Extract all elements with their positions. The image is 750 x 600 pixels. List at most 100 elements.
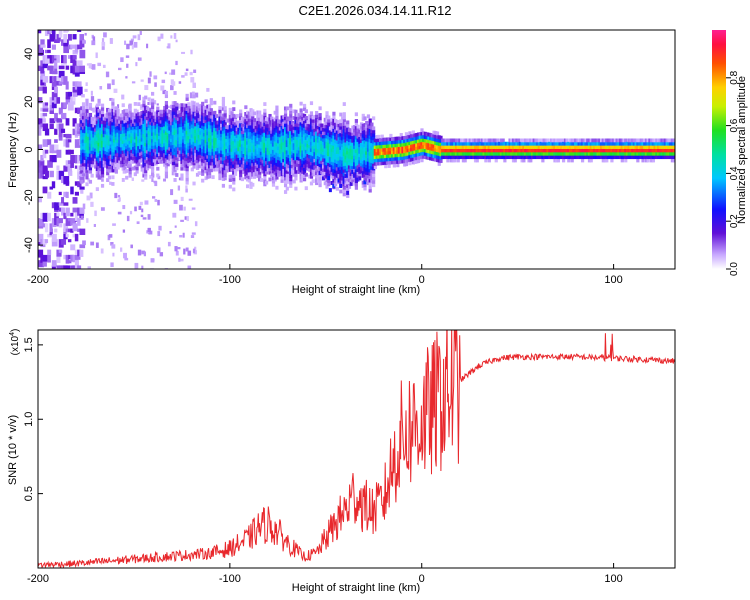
spectrogram-cell [641, 155, 645, 160]
spectrogram-cell [164, 100, 169, 105]
spectrogram-cell [378, 161, 383, 166]
spectrogram-cell [259, 117, 263, 122]
spectrogram-cell [186, 216, 189, 222]
spectrogram-cell [299, 131, 303, 136]
spectrogram-cell [665, 155, 669, 160]
spectrogram-cell [365, 134, 369, 139]
spectrogram-cell [425, 149, 429, 153]
spectrogram-cell [618, 155, 623, 160]
spectrogram-cell [170, 189, 174, 196]
spectrogram-cell [283, 146, 288, 151]
spectrogram-cell [97, 115, 101, 120]
spectrogram-cell [199, 120, 203, 125]
spectrogram-cell [275, 118, 279, 123]
spectrogram-cell [309, 111, 314, 116]
spectrogram-cell [113, 128, 117, 133]
spectrogram-cell [151, 135, 155, 140]
spectrogram-cell [214, 114, 219, 118]
spectrogram-cell [287, 127, 291, 132]
spectrogram-cell [353, 161, 357, 166]
spectrogram-cell [525, 151, 529, 156]
spectrogram-cell [220, 123, 224, 128]
spectrogram-cell [285, 139, 289, 144]
spectrogram-cell [81, 139, 86, 143]
spectrogram-cell [72, 97, 76, 102]
spectrogram-cell [244, 128, 248, 133]
spectrogram-cell [109, 157, 113, 162]
spectrogram-cell [278, 146, 282, 151]
spectrogram-cell [166, 149, 170, 153]
spectrogram-cell [183, 106, 188, 111]
spectrogram-cell [80, 106, 84, 111]
spectrogram-cell [211, 148, 215, 153]
spectrogram-cell [505, 155, 509, 160]
spectrogram-cell [42, 149, 47, 159]
spectrogram-cell [282, 158, 286, 163]
spectrogram-cell [100, 137, 105, 141]
spectrogram-cell [318, 146, 322, 151]
spectrogram-cell [40, 123, 45, 128]
spectrogram-cell [392, 160, 396, 165]
spectrogram-cell [211, 111, 215, 116]
spectrogram-cell [206, 138, 210, 142]
spectrogram-cell [353, 151, 357, 156]
spectrogram-cell [289, 164, 293, 168]
spectrogram-cell [156, 136, 160, 141]
spectrogram-cell [529, 148, 533, 153]
spectrogram-cell [482, 141, 486, 146]
spectrogram-cell [299, 108, 303, 113]
spectrogram-cell [410, 140, 414, 145]
spectrogram-cell [318, 183, 322, 188]
spectrogram-cell [140, 117, 144, 122]
spectrogram-cell [195, 102, 200, 107]
spectrogram-cell [280, 128, 284, 133]
spectrogram-cell [527, 151, 531, 156]
spectrogram-cell [366, 134, 371, 139]
spectrogram-cell [632, 141, 636, 146]
spectrogram-cell [170, 128, 174, 133]
spectrogram-cell [384, 151, 388, 155]
spectrogram-cell [42, 112, 48, 117]
spectrogram-cell [347, 164, 352, 169]
spectrogram-cell [230, 111, 234, 115]
spectrogram-cell [296, 139, 300, 144]
spectrogram-cell [118, 129, 122, 134]
spectrogram-cell [530, 145, 535, 149]
spectrogram-cell [261, 166, 265, 171]
spectrogram-cell [389, 133, 393, 138]
spectrogram-cell [347, 134, 352, 139]
spectrogram-cell [539, 145, 543, 149]
spectrogram-cell [591, 141, 595, 146]
spectrogram-cell [95, 140, 99, 145]
spectrogram-cell [347, 154, 352, 159]
spectrogram-cell [209, 151, 213, 156]
spectrogram-cell [258, 110, 262, 115]
spectrogram-cell [237, 150, 241, 155]
spectrogram-cell [145, 119, 150, 124]
spectrogram-cell [180, 116, 184, 121]
spectrogram-cell [144, 149, 148, 153]
spectrogram-cell [435, 158, 440, 163]
spectrogram-cell [254, 128, 258, 133]
spectrogram-cell [213, 100, 217, 105]
spectrogram-cell [261, 163, 265, 167]
spectrogram-cell [430, 140, 434, 145]
spectrogram-cell [321, 127, 326, 132]
spectrogram-cell [365, 167, 369, 172]
spectrogram-cell [67, 34, 72, 41]
spectrogram-cell [589, 145, 593, 149]
spectrogram-cell [404, 158, 409, 163]
spectrogram-cell [218, 132, 222, 137]
spectrogram-cell [439, 155, 443, 160]
spectrogram-cell [125, 122, 129, 127]
spectrogram-cell [354, 145, 358, 150]
spectrogram-cell [553, 155, 557, 160]
spectrogram-cell [375, 161, 379, 166]
spectrogram-cell [325, 134, 329, 139]
spectrogram-cell [121, 130, 125, 134]
spectrogram-cell [363, 139, 367, 144]
spectrogram-cell [271, 176, 276, 181]
spectrogram-cell [446, 148, 450, 153]
spectrogram-cell [104, 153, 108, 158]
spectrogram-cell [292, 142, 296, 147]
